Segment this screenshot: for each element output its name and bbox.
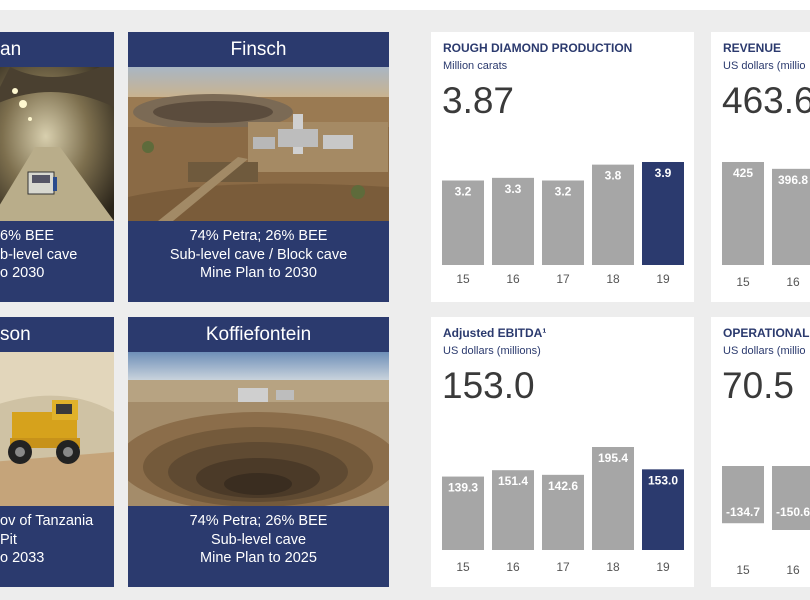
x-tick-label: 18 [606,272,620,286]
kpi-unit: US dollars (millio [723,60,806,72]
kpi-value: 3.87 [442,80,515,121]
kpi-card-operational: OPERATIONAL US dollars (millio 70.5 -134… [711,317,810,587]
x-tick-label: 16 [506,272,520,286]
mining-method-text: Pit [0,531,17,548]
bar [542,180,584,265]
bar [542,474,584,550]
mine-photo-aerial-plant [128,67,389,221]
mine-description: ov of Tanzania Pit o 2033 [0,512,114,568]
kpi-title: REVENUE [723,41,782,55]
bar [722,162,764,265]
mine-photo-tunnel [0,67,114,221]
mine-description: 74% Petra; 26% BEE Sub-level cave / Bloc… [128,227,389,283]
x-tick-label: 17 [556,560,570,574]
x-tick-label: 15 [456,560,470,574]
kpi-unit: US dollars (millio [723,345,806,357]
revenue-bar-chart: 425 15 396.8 16 [722,162,810,289]
bar-value-label: 425 [733,166,753,180]
mining-method-text: b-level cave [0,246,78,263]
mine-photo-haul-truck [0,352,114,506]
bar-value-label: 3.2 [555,184,572,198]
bar-value-label: 3.3 [505,182,522,196]
bar [642,162,684,265]
bar-value-label: 3.8 [605,169,622,183]
bar [442,180,484,265]
mine-title: an [0,39,22,60]
bar [492,177,534,265]
kpi-unit: Million carats [443,60,508,72]
mine-plan-text: Mine Plan to 2030 [200,265,317,281]
x-tick-label: 15 [736,563,750,577]
mining-method-text: Sub-level cave / Block cave [169,246,348,263]
bar [642,469,684,550]
x-tick-label: 16 [506,560,520,574]
kpi-value: 153.0 [442,365,535,406]
x-tick-label: 15 [456,272,470,286]
bar-value-label: 139.3 [448,481,478,495]
bar [592,447,634,550]
mine-plan-text: Mine Plan to 2025 [200,550,317,566]
kpi-card-revenue: REVENUE US dollars (millio 463.6 425 15 39… [711,32,810,302]
x-tick-label: 17 [556,272,570,286]
bar [592,164,634,265]
bar-value-label: 195.4 [598,451,628,465]
bar [442,476,484,550]
operational-bar-chart: -134.7 15 -150.6 16 [722,466,810,577]
mine-description: 6% BEE b-level cave o 2030 [0,227,114,283]
x-tick-label: 19 [656,560,670,574]
production-bar-chart: 3.2 15 3.3 16 3.2 17 3.8 18 3.9 19 [442,162,684,286]
mine-plan-text: o 2033 [0,550,45,566]
ownership-text: ov of Tanzania [0,513,94,529]
bar-value-label: -150.6 [776,505,810,519]
mine-plan-text: o 2030 [0,265,45,281]
bar-value-label: 151.4 [498,474,528,488]
mining-method-text: Sub-level cave [210,531,307,548]
ownership-text: 74% Petra; 26% BEE [189,228,328,244]
bar-value-label: 153.0 [648,473,678,487]
ebitda-bar-chart: 139.3 15 151.4 16 142.6 17 195.4 18 153.0 19 [442,447,684,574]
x-tick-label: 16 [786,563,800,577]
mine-card-williamson: son ov of Tanzania Pit o 2033 [0,317,114,587]
x-tick-label: 15 [736,275,750,289]
mine-title: son [0,324,31,345]
mine-photo-open-pit [128,352,389,506]
mine-description: 74% Petra; 26% BEE Sub-level cave Mine P… [128,512,389,568]
x-tick-label: 16 [786,275,800,289]
bar-value-label: 396.8 [778,173,808,187]
kpi-card-adjusted-ebitda: Adjusted EBITDA¹ US dollars (millions) 1… [431,317,694,587]
bar [492,470,534,550]
mine-card-koffiefontein: Koffiefontein 74% Petra; 26% BEE Sub-lev… [128,317,389,587]
kpi-title: ROUGH DIAMOND PRODUCTION [443,41,633,55]
x-tick-label: 19 [656,272,670,286]
bar-value-label: 3.2 [455,184,472,198]
kpi-title: Adjusted EBITDA¹ [443,326,547,340]
bar-value-label: 3.9 [655,166,672,180]
bar [772,466,810,530]
kpi-title: OPERATIONAL [723,326,810,340]
bar [722,466,764,524]
kpi-value: 463.6 [722,80,810,121]
bar-value-label: -134.7 [726,505,760,519]
mine-title: Finsch [230,39,287,60]
ownership-text: 6% BEE [0,228,54,244]
bar [772,168,810,265]
x-tick-label: 18 [606,560,620,574]
ownership-text: 74% Petra; 26% BEE [189,513,328,529]
mine-card-finsch: Finsch 74% Petra; 26% BEE [128,32,389,302]
mine-card-cullinan: an 6% BEE b-level cave o 2030 [0,32,114,302]
mine-title: Koffiefontein [205,324,312,345]
bar-value-label: 142.6 [548,479,578,493]
kpi-card-production: ROUGH DIAMOND PRODUCTION Million carats … [431,32,694,302]
kpi-value: 70.5 [722,365,795,406]
kpi-unit: US dollars (millions) [443,345,541,357]
